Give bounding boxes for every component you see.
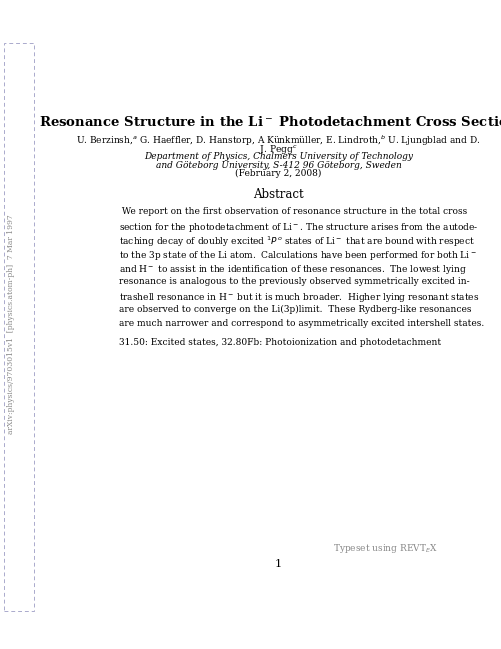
Text: taching decay of doubly excited $^1P^o$ states of Li$^-$ that are bound with res: taching decay of doubly excited $^1P^o$ … (119, 235, 474, 249)
Text: 31.50: Excited states, 32.80Fb: Photoionization and photodetachment: 31.50: Excited states, 32.80Fb: Photoion… (119, 337, 440, 347)
Text: U. Berzinsh,$^a$ G. Haeffler, D. Hanstorp, A Künkmüller, E. Lindroth,$^b$ U. Lju: U. Berzinsh,$^a$ G. Haeffler, D. Hanstor… (76, 134, 480, 148)
Text: Typeset using REVT$_E$X: Typeset using REVT$_E$X (333, 542, 437, 555)
Text: (February 2, 2008): (February 2, 2008) (235, 169, 321, 178)
Text: Resonance Structure in the Li$^-$ Photodetachment Cross Section: Resonance Structure in the Li$^-$ Photod… (39, 116, 501, 129)
Text: Abstract: Abstract (253, 188, 304, 201)
Text: and Göteborg University, S-412 96 Göteborg, Sweden: and Göteborg University, S-412 96 Götebo… (155, 161, 401, 170)
Text: to the 3p state of the Li atom.  Calculations have been performed for both Li$^-: to the 3p state of the Li atom. Calculat… (119, 249, 476, 262)
Text: resonance is analogous to the previously observed symmetrically excited in-: resonance is analogous to the previously… (119, 276, 469, 286)
Text: We report on the first observation of resonance structure in the total cross: We report on the first observation of re… (119, 207, 466, 216)
Text: 1: 1 (275, 559, 282, 569)
Text: Department of Physics, Chalmers University of Technology: Department of Physics, Chalmers Universi… (144, 153, 412, 162)
Text: J. Pegg$^c$: J. Pegg$^c$ (259, 143, 297, 156)
Text: arXiv:physics/9703015v1  [physics.atom-ph]  7 Mar 1997: arXiv:physics/9703015v1 [physics.atom-ph… (7, 215, 15, 434)
Text: section for the photodetachment of Li$^-$. The structure arises from the autode-: section for the photodetachment of Li$^-… (119, 221, 478, 234)
Text: are observed to converge on the Li(3p)limit.  These Rydberg-like resonances: are observed to converge on the Li(3p)li… (119, 305, 471, 314)
Text: and H$^-$ to assist in the identification of these resonances.  The lowest lying: and H$^-$ to assist in the identificatio… (119, 263, 466, 276)
Text: trashell resonance in H$^-$ but it is much broader.  Higher lying resonant state: trashell resonance in H$^-$ but it is mu… (119, 291, 478, 304)
Text: are much narrower and correspond to asymmetrically excited intershell states.: are much narrower and correspond to asym… (119, 319, 483, 328)
